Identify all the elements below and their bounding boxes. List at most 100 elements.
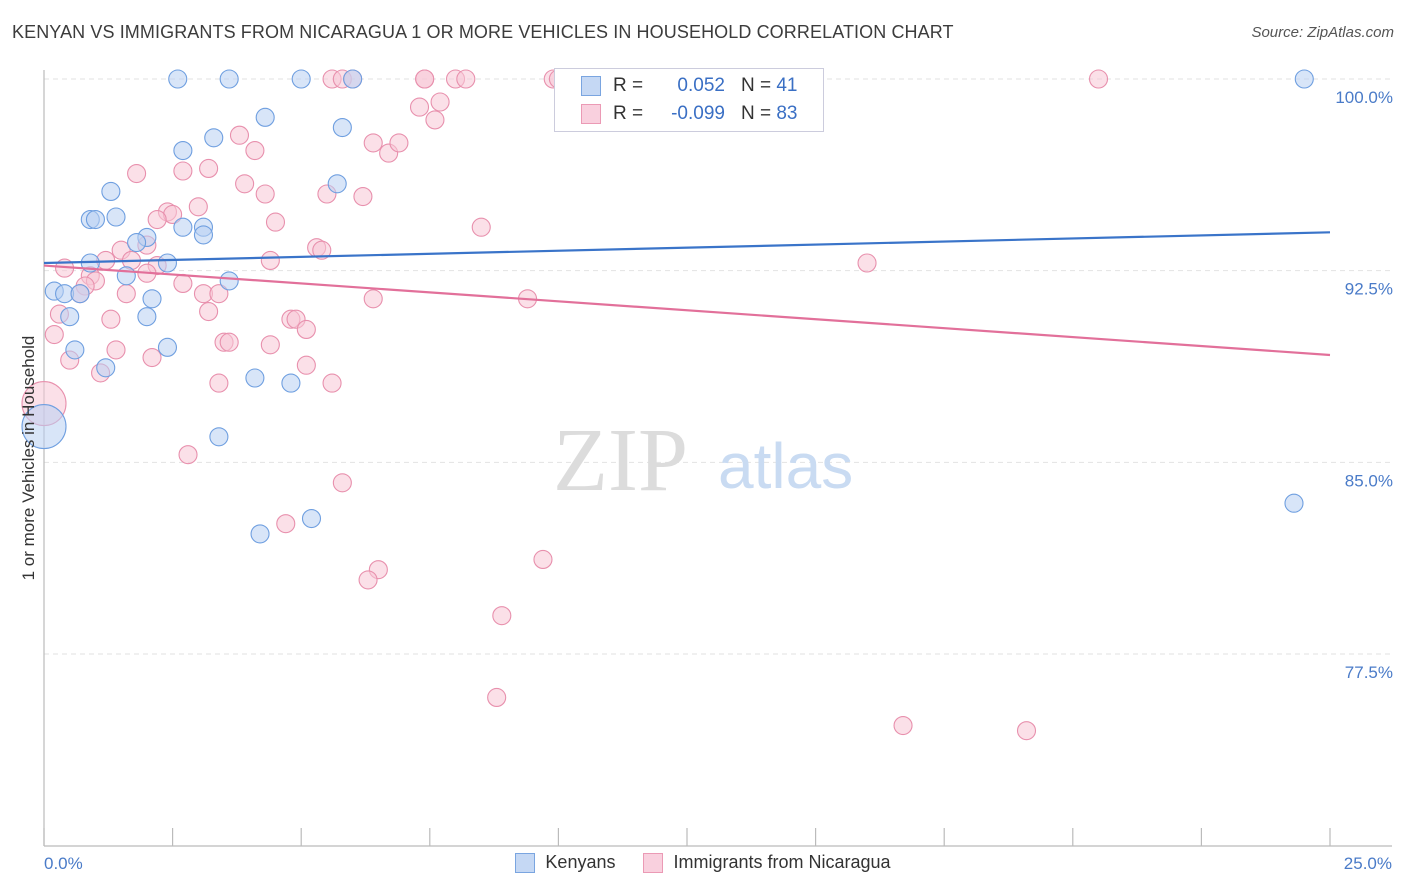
- nicaragua-point: [219, 332, 239, 352]
- y-tick-label: 77.5%: [1345, 663, 1393, 682]
- nicaragua-point: [353, 187, 373, 207]
- y-tick-label: 85.0%: [1345, 471, 1393, 490]
- kenyan-point: [245, 368, 265, 388]
- legend-r-label: R =: [613, 103, 644, 124]
- chart-title: KENYAN VS IMMIGRANTS FROM NICARAGUA 1 OR…: [12, 22, 954, 42]
- watermark: ZIP atlas: [553, 411, 853, 510]
- kenyan-point: [193, 225, 214, 245]
- nicaragua-point: [199, 302, 219, 322]
- kenyan-point: [157, 253, 178, 273]
- y-tick-label: 100.0%: [1335, 88, 1393, 107]
- legend-swatch-kenyans: [515, 852, 536, 873]
- legend-row-nicaragua: R = -0.099 N = 83: [555, 100, 797, 128]
- kenyan-point: [291, 69, 311, 89]
- grid-lines: [44, 78, 1392, 655]
- nicaragua-point: [389, 133, 409, 153]
- y-tick-label: 92.5%: [1345, 280, 1393, 299]
- nicaragua-point: [456, 69, 476, 89]
- kenyan-trend-line: [43, 231, 1331, 265]
- kenyan-point: [204, 128, 224, 148]
- kenyan-point: [21, 404, 67, 450]
- nicaragua-point: [106, 340, 126, 360]
- kenyan-point: [219, 69, 239, 89]
- axes: [43, 70, 1392, 847]
- legend-item-kenyans[interactable]: Kenyans: [515, 852, 615, 873]
- nicaragua-point: [492, 606, 512, 626]
- nicaragua-point: [276, 514, 296, 534]
- watermark-atlas: atlas: [718, 430, 853, 502]
- legend-n-label: N =: [740, 103, 772, 124]
- watermark-zip: ZIP: [553, 411, 688, 510]
- y-axis-tick-labels: 77.5% 85.0% 92.5% 100.0%: [1335, 88, 1393, 682]
- nicaragua-point: [188, 197, 208, 217]
- legend-row-kenyans: R = 0.052 N = 41: [555, 72, 797, 100]
- nicaragua-point: [173, 273, 193, 293]
- x-tick-label-min: 0.0%: [44, 854, 83, 873]
- series-legend: Kenyans Immigrants from Nicaragua: [0, 852, 1406, 873]
- nicaragua-point: [116, 284, 136, 304]
- nicaragua-point: [178, 445, 198, 465]
- kenyan-point: [116, 266, 136, 286]
- nicaragua-trend-line: [43, 264, 1331, 357]
- kenyan-points: [21, 69, 1314, 544]
- nicaragua-point: [229, 125, 250, 145]
- nicaragua-point: [255, 184, 275, 204]
- nicaragua-point: [101, 309, 121, 329]
- kenyan-point: [142, 289, 162, 309]
- kenyan-point: [219, 271, 239, 291]
- nicaragua-point: [209, 373, 229, 393]
- nicaragua-point: [1088, 69, 1109, 89]
- kenyan-point: [281, 373, 301, 393]
- nicaragua-point: [425, 110, 445, 130]
- nicaragua-point: [260, 250, 280, 270]
- kenyan-point: [343, 69, 363, 89]
- kenyan-point: [1284, 493, 1304, 513]
- kenyan-point: [106, 207, 126, 227]
- nicaragua-point: [127, 164, 147, 184]
- kenyan-point: [255, 107, 275, 127]
- legend-n-label: N =: [740, 75, 772, 96]
- nicaragua-point: [409, 97, 430, 117]
- nicaragua-point: [430, 92, 450, 112]
- legend-n-value-kenyans: 41: [776, 75, 798, 96]
- nicaragua-point: [332, 473, 352, 493]
- nicaragua-point: [245, 141, 265, 161]
- x-axis-ticks: [43, 828, 1331, 846]
- nicaragua-point: [142, 348, 162, 368]
- legend-swatch-nicaragua: [643, 852, 664, 873]
- legend-r-label: R =: [613, 75, 644, 96]
- nicaragua-point: [296, 355, 316, 375]
- kenyan-point: [157, 337, 178, 357]
- legend-swatch-kenyans: [581, 76, 601, 96]
- legend-n-value-nicaragua: 83: [776, 103, 798, 124]
- legend-item-nicaragua[interactable]: Immigrants from Nicaragua: [643, 852, 891, 873]
- kenyan-point: [332, 118, 352, 138]
- nicaragua-point: [209, 284, 229, 304]
- nicaragua-point: [471, 217, 491, 237]
- kenyan-point: [101, 181, 121, 201]
- kenyan-point: [1294, 69, 1314, 89]
- nicaragua-point: [363, 133, 383, 153]
- nicaragua-point: [857, 253, 877, 273]
- kenyan-point: [250, 524, 270, 544]
- kenyan-point: [168, 69, 188, 89]
- x-tick-label-max: 25.0%: [1344, 854, 1392, 873]
- nicaragua-point: [260, 335, 280, 355]
- nicaragua-point: [147, 210, 167, 230]
- kenyan-point: [127, 233, 147, 253]
- nicaragua-point: [312, 240, 332, 260]
- nicaragua-point: [1016, 721, 1037, 741]
- kenyan-point: [173, 217, 193, 237]
- legend-label-kenyans: Kenyans: [545, 852, 616, 872]
- nicaragua-point: [893, 716, 913, 736]
- nicaragua-point: [487, 687, 507, 707]
- nicaragua-point: [415, 69, 435, 89]
- legend-swatch-nicaragua: [581, 104, 601, 124]
- y-axis-title: 1 or more Vehicles in Household: [19, 336, 38, 581]
- nicaragua-point: [265, 212, 286, 232]
- nicaragua-point: [199, 158, 219, 178]
- kenyan-point: [60, 307, 80, 327]
- kenyan-point: [327, 174, 347, 194]
- nicaragua-points: [21, 69, 1109, 741]
